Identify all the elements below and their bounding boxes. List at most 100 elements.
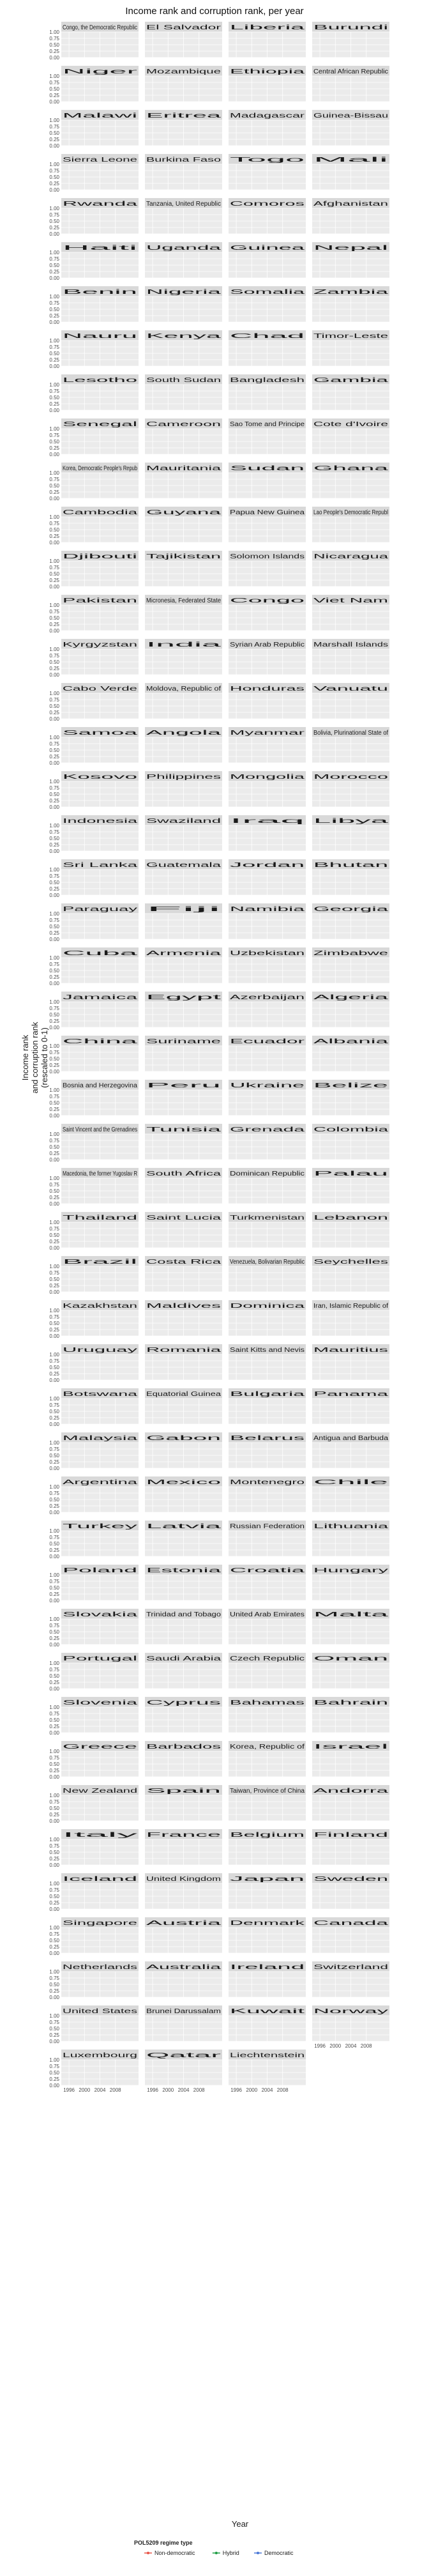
facet-strip xyxy=(312,595,389,605)
y-tick-label: 0.00 xyxy=(49,1642,59,1648)
facet-strip xyxy=(312,771,389,781)
y-tick-label: 1.00 xyxy=(49,1352,59,1358)
y-tick-label: 0.25 xyxy=(49,1195,59,1200)
facet-strip xyxy=(61,1565,139,1575)
facet-label: Gabon xyxy=(146,1435,221,1442)
facet-label: Syrian Arab Republic xyxy=(230,641,305,648)
legend-label: Non-democratic xyxy=(154,2550,195,2556)
facet-panel: Belarus xyxy=(229,1432,306,1469)
y-tick-label: 0.75 xyxy=(49,697,59,703)
facet-strip xyxy=(61,66,139,76)
facet-strip xyxy=(312,286,389,296)
facet-strip xyxy=(312,859,389,870)
facet-label: Viet Nam xyxy=(313,597,388,604)
facet-strip xyxy=(229,374,306,385)
facet-strip xyxy=(145,1697,222,1707)
y-tick-label: 1.00 xyxy=(49,426,59,432)
facet-strip xyxy=(312,551,389,561)
y-tick-label: 0.25 xyxy=(49,2076,59,2082)
facet-label: Montenegro xyxy=(230,1479,305,1486)
y-tick-label: 1.00 xyxy=(49,2013,59,2019)
y-tick-label: 0.50 xyxy=(49,263,59,268)
y-tick-label: 0.50 xyxy=(49,1144,59,1150)
facet-panel: Cameroon xyxy=(145,418,222,455)
facet-panel: Saint Vincent and the Grenadines 0.000.25… xyxy=(49,1124,139,1163)
facet-strip xyxy=(312,1609,389,1619)
facet-label: Micronesia, Federated State xyxy=(146,597,221,604)
legend-entry: Hybrid xyxy=(212,2550,239,2556)
facet-panel: Haiti 0.000.250.500.751.00 xyxy=(49,242,139,281)
y-tick-label: 0.00 xyxy=(49,1201,59,1207)
facet-panel: Brazil 0.000.250.500.751.00 xyxy=(49,1256,139,1295)
facet-label: Saint Kitts and Nevis xyxy=(230,1347,305,1354)
facet-label: Belgium xyxy=(230,1832,305,1839)
facet-panel: Spain xyxy=(145,1785,222,1821)
facet-strip xyxy=(229,418,306,429)
y-tick-label: 0.25 xyxy=(49,1856,59,1862)
y-tick-label: 0.00 xyxy=(49,1466,59,1471)
y-tick-label: 0.50 xyxy=(49,395,59,401)
facet-label: Ukraine xyxy=(230,1082,305,1089)
facet-strip xyxy=(229,1741,306,1751)
y-tick-label: 1.00 xyxy=(49,1176,59,1181)
facet-label: Central African Republic xyxy=(313,68,388,75)
y-tick-label: 0.25 xyxy=(49,1371,59,1377)
y-tick-label: 0.00 xyxy=(49,1289,59,1295)
facet-strip xyxy=(145,418,222,429)
facet-label: Cyprus xyxy=(146,1699,221,1706)
facet-panel: Bolivia, Plurinational State of xyxy=(312,727,389,763)
facet-label: Estonia xyxy=(146,1567,222,1574)
facet-panel: France xyxy=(145,1829,222,1866)
facet-strip xyxy=(312,683,389,693)
facet-panel: Peru xyxy=(145,1080,222,1116)
facet-label: Cuba xyxy=(63,950,139,957)
y-tick-label: 0.50 xyxy=(49,1056,59,1062)
facet-label: Venezuela, Bolivarian Republic xyxy=(230,1259,305,1266)
facet-panel: Finland xyxy=(312,1829,389,1866)
facet-label: Fiji xyxy=(146,906,221,913)
facet-panel: Saint Kitts and Nevis xyxy=(229,1344,306,1381)
facet-strip xyxy=(145,947,222,958)
facet-panel: Gabon xyxy=(145,1432,222,1469)
facet-strip xyxy=(61,1785,139,1795)
facet-strip xyxy=(145,242,222,252)
facet-panel: Poland 0.000.250.500.751.00 xyxy=(49,1565,139,1604)
x-tick-label: 2004 xyxy=(345,2043,357,2049)
facet-label: Trinidad and Tobago xyxy=(146,1611,222,1618)
y-tick-label: 0.00 xyxy=(49,760,59,766)
y-tick-label: 0.00 xyxy=(49,672,59,678)
y-tick-label: 0.25 xyxy=(49,798,59,804)
facet-strip xyxy=(61,1653,139,1663)
facet-label: Colombia xyxy=(313,1126,389,1133)
y-tick-label: 0.75 xyxy=(49,917,59,923)
facet-label: Myanmar xyxy=(230,730,306,737)
facet-label: Kuwait xyxy=(230,2008,305,2015)
y-axis-title: Income rankand corruption rank(rescaled … xyxy=(20,1022,49,1094)
y-tick-label: 0.25 xyxy=(49,93,59,98)
y-tick-label: 0.50 xyxy=(49,1321,59,1326)
facet-panel: Nicaragua xyxy=(312,551,389,587)
facet-label: Denmark xyxy=(230,1920,306,1927)
y-tick-label: 0.00 xyxy=(49,716,59,722)
y-tick-label: 1.00 xyxy=(49,2057,59,2063)
y-tick-label: 0.75 xyxy=(49,1358,59,1364)
x-tick-label: 2000 xyxy=(329,2043,341,2049)
facet-panel: Gambia xyxy=(312,374,389,411)
facet-label: Swaziland xyxy=(146,818,221,825)
facet-panel: Tunisia xyxy=(145,1124,222,1160)
facet-label: Latvia xyxy=(146,1523,222,1530)
facet-strip xyxy=(312,1036,389,1046)
facet-panel: Iraq xyxy=(229,815,306,852)
facet-label: South Africa xyxy=(146,1170,222,1177)
facet-panel: Jordan xyxy=(229,859,306,896)
facet-strip xyxy=(229,507,306,517)
facet-label: Portugal xyxy=(63,1655,137,1662)
facet-panel: Norway 1996 2000 2004 2008 xyxy=(312,2005,389,2049)
facet-panel: Papua New Guinea xyxy=(229,507,306,543)
x-tick-label: 2008 xyxy=(277,2087,289,2093)
facet-strip xyxy=(61,22,139,32)
facet-strip xyxy=(229,1521,306,1531)
facet-panel: Israel xyxy=(312,1741,389,1777)
facet-panel: Libya xyxy=(312,815,389,852)
y-tick-label: 1.00 xyxy=(49,1396,59,1402)
